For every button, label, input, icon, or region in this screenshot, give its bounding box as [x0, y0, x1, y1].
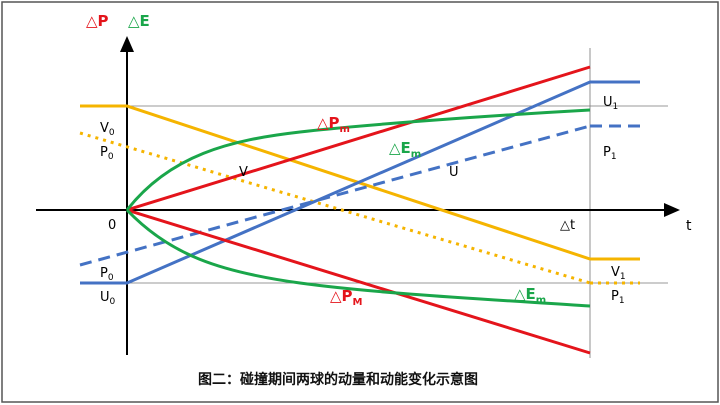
curve-dem-lower-green — [125, 208, 591, 308]
label-p1-lower: P1 — [611, 289, 625, 306]
figure-caption: 图二：碰撞期间两球的动量和动能变化示意图 — [198, 371, 478, 388]
y-title-delta-p: △P — [86, 12, 109, 30]
y-axis-arrow-icon — [120, 36, 134, 52]
line-dpm-lower-red — [126, 208, 591, 355]
label-v-curve: V — [239, 165, 248, 180]
x-title-t: t — [686, 218, 692, 234]
label-v1: V1 — [611, 265, 626, 282]
delta-t-label: △t — [560, 218, 575, 233]
label-delta-em-lower: △Em — [514, 285, 546, 306]
label-p1-upper: P1 — [603, 145, 617, 162]
curve-dem-upper-green — [125, 108, 591, 211]
line-dpm-upper-red — [126, 65, 591, 212]
label-delta-em-upper: △Em — [389, 139, 421, 160]
label-u1: U1 — [603, 95, 618, 112]
y-title-delta-e: △E — [128, 12, 150, 30]
label-p0-lower: P0 — [100, 266, 114, 283]
curve-p-orange-dotted — [79, 131, 591, 285]
label-v0: V0 — [100, 121, 115, 138]
curve-u-blue — [80, 80, 640, 285]
label-delta-pm-lower: △PM — [330, 287, 363, 308]
curve-p-blue-dashed — [79, 124, 591, 267]
label-p0-upper: P0 — [100, 145, 114, 162]
label-u-curve: U — [449, 165, 459, 180]
label-delta-pm-upper: △Pm — [317, 114, 350, 135]
origin-label: 0 — [108, 218, 116, 233]
label-u0: U0 — [100, 290, 116, 307]
x-axis-arrow-icon — [664, 203, 680, 217]
